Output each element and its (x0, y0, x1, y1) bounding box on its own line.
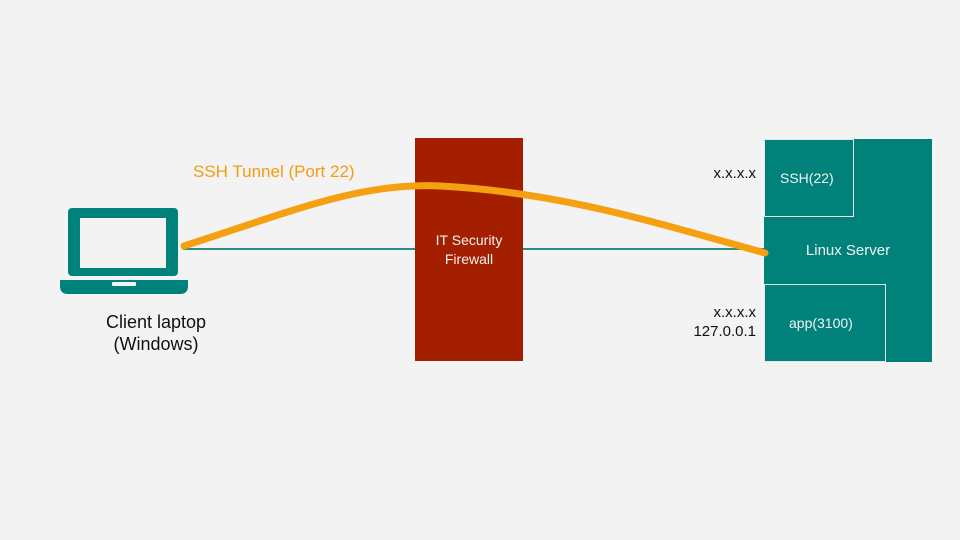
app-port-label: app(3100) (789, 315, 853, 331)
client-laptop-label: Client laptop (Windows) (80, 311, 232, 355)
firewall-label-line2: Firewall (444, 251, 494, 267)
ssh-address: x.x.x.x (713, 165, 756, 182)
client-label-line2: (Windows) (113, 334, 199, 354)
client-label-line1: Client laptop (105, 312, 207, 332)
ssh-tunnel-label: SSH Tunnel (Port 22) (193, 162, 355, 181)
ssh-port-label: SSH(22) (780, 170, 834, 186)
linux-server-block: SSH(22) Linux Server app(3100) (764, 139, 932, 362)
laptop-icon (60, 208, 188, 294)
app-address-label: x.x.x.x 127.0.0.1 (660, 303, 756, 341)
ssh-address-label: x.x.x.x (690, 164, 756, 183)
firewall-block: IT Security Firewall (415, 138, 523, 361)
firewall-label: IT Security Firewall (415, 231, 523, 269)
ssh-port-box: SSH(22) (764, 139, 854, 217)
app-address-line2: 127.0.0.1 (693, 323, 756, 340)
server-name-label: Linux Server (805, 242, 891, 259)
app-address-line1: x.x.x.x (713, 304, 756, 321)
app-port-box: app(3100) (764, 284, 886, 362)
firewall-label-line1: IT Security (435, 232, 503, 248)
